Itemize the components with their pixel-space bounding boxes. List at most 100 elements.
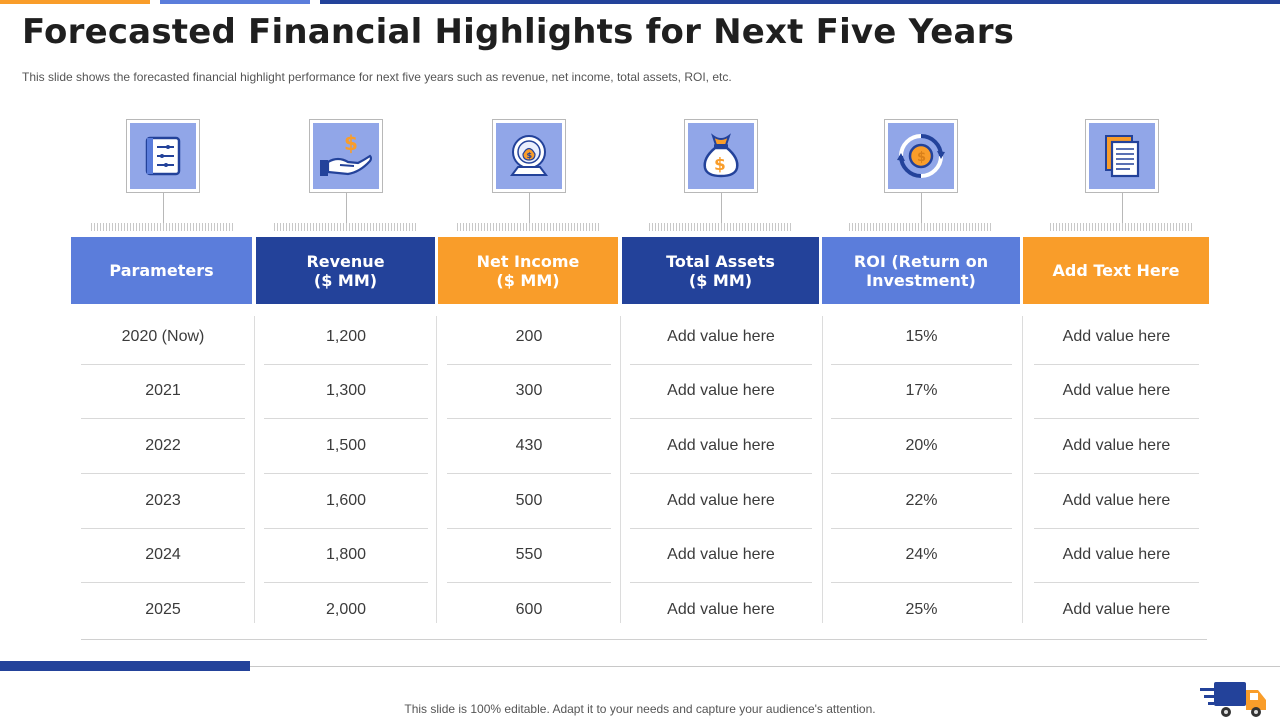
icon-connector [346,193,347,223]
row-divider [831,473,1012,474]
column-header-add-text-here: Add Text Here [1023,237,1209,304]
table-cell: Add value here [1062,437,1171,454]
table-cell: 1,500 [325,437,367,454]
column-header-net-income-mm: Net Income ($ MM) [438,237,618,304]
table-cell: 2021 [145,382,181,399]
table-cell: 1,600 [325,492,367,509]
row-divider [630,528,812,529]
table-cell: 17% [905,382,938,399]
column-header-total-assets-mm: Total Assets ($ MM) [622,237,819,304]
table-cell: Add value here [1062,601,1171,618]
table-cell: 1,300 [325,382,367,399]
column-separator [822,316,823,623]
row-divider [1034,473,1199,474]
documents-icon-box [1085,119,1159,193]
row-divider [264,528,428,529]
checklist-icon [130,123,196,189]
row-divider [264,364,428,365]
page-title: Forecasted Financial Highlights for Next… [22,12,1015,52]
row-divider [1034,418,1199,419]
row-divider [831,528,1012,529]
row-divider [264,418,428,419]
icon-connector [1122,193,1123,223]
row-divider [264,582,428,583]
page-subtitle: This slide shows the forecasted financia… [22,70,732,84]
table-cell: 2,000 [325,601,367,618]
table-cell: 600 [515,601,543,618]
table-cell: 20% [905,437,938,454]
svg-text:$: $ [344,132,358,155]
svg-text:$: $ [527,151,533,160]
row-divider [630,473,812,474]
table-cell: 24% [905,546,938,563]
hatch-divider [849,223,993,231]
row-divider [630,582,812,583]
icon-connector [921,193,922,223]
row-divider [81,364,245,365]
table-cell: 15% [905,328,938,345]
table-cell: 300 [515,382,543,399]
svg-text:$: $ [917,150,926,165]
column-header-revenue-mm: Revenue ($ MM) [256,237,435,304]
table-cell: Add value here [667,328,775,345]
row-divider [81,528,245,529]
documents-icon [1089,123,1155,189]
column-separator [1022,316,1023,623]
hatch-divider [91,223,235,231]
row-divider [630,418,812,419]
money-bag-globe-icon-box: $ [492,119,566,193]
hand-dollar-icon-box: $ [309,119,383,193]
table-cell: Add value here [1062,492,1171,509]
row-divider [831,418,1012,419]
row-divider [831,364,1012,365]
column-header-parameters: Parameters [71,237,252,304]
row-divider [447,418,611,419]
table-cell: Add value here [667,437,775,454]
table-cell: Add value here [667,382,775,399]
row-divider [1034,528,1199,529]
icon-connector [721,193,722,223]
table-cell: 1,200 [325,328,367,345]
money-bag-icon: $ [688,123,754,189]
table-cell: 2023 [145,492,181,509]
hatch-divider [649,223,793,231]
table-cell: 25% [905,601,938,618]
money-bag-icon-box: $ [684,119,758,193]
footer-text: This slide is 100% editable. Adapt it to… [404,702,876,716]
row-divider [447,473,611,474]
table-cell: Add value here [1062,546,1171,563]
icon-connector [529,193,530,223]
table-cell: 2022 [145,437,181,454]
table-cell: 2025 [145,601,181,618]
table-cell: 430 [515,437,543,454]
table-cell: Add value here [667,492,775,509]
table-cell: 2020 (Now) [121,328,205,345]
column-separator [254,316,255,623]
row-divider [1034,364,1199,365]
money-bag-globe-icon: $ [496,123,562,189]
row-divider [81,473,245,474]
row-divider [447,364,611,365]
hatch-divider [1050,223,1194,231]
svg-text:$: $ [714,155,726,175]
footer-divider [250,666,1280,667]
row-divider [630,364,812,365]
table-cell: 200 [515,328,543,345]
table-cell: Add value here [667,546,775,563]
checklist-icon-box [126,119,200,193]
row-divider [81,418,245,419]
table-cell: 550 [515,546,543,563]
table-cell: 500 [515,492,543,509]
icon-connector [163,193,164,223]
top-accent-orange [0,0,150,4]
column-separator [436,316,437,623]
roi-cycle-icon: $ [888,123,954,189]
column-separator [620,316,621,623]
column-header-roi-return-on-investment: ROI (Return on Investment) [822,237,1020,304]
row-divider [831,582,1012,583]
table-cell: Add value here [1062,328,1171,345]
table-cell: 22% [905,492,938,509]
top-accent-blue [160,0,310,4]
top-accent-dark-blue [320,0,1280,4]
hand-dollar-icon: $ [313,123,379,189]
